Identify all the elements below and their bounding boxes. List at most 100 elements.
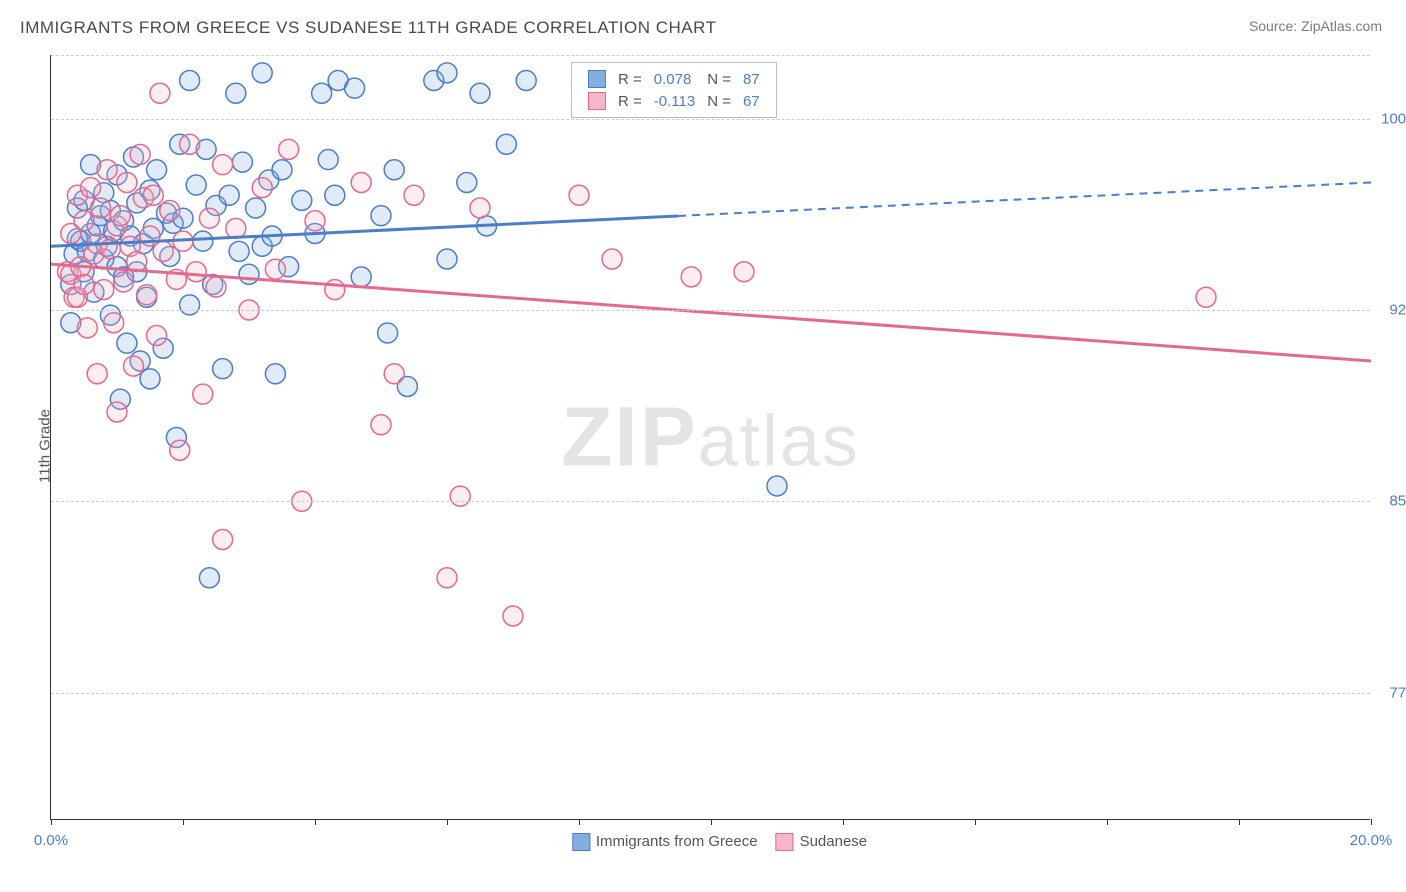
series-swatch-sudanese <box>776 833 794 851</box>
data-point-sudanese <box>107 402 127 422</box>
data-point-sudanese <box>94 280 114 300</box>
legend-n-prefix: N = <box>701 68 737 90</box>
data-point-sudanese <box>305 211 325 231</box>
legend-row-greece: R =0.078N =87 <box>582 68 766 90</box>
legend-n-value-sudanese: 67 <box>737 90 766 112</box>
data-point-greece <box>767 476 787 496</box>
legend-r-prefix: R = <box>612 90 648 112</box>
data-point-greece <box>213 359 233 379</box>
data-point-greece <box>351 267 371 287</box>
data-point-sudanese <box>213 155 233 175</box>
legend-r-value-sudanese: -0.113 <box>648 90 701 112</box>
data-point-greece <box>147 160 167 180</box>
data-point-sudanese <box>143 185 163 205</box>
data-point-greece <box>199 568 219 588</box>
data-point-sudanese <box>150 83 170 103</box>
data-point-greece <box>232 152 252 172</box>
data-point-greece <box>470 83 490 103</box>
series-label-sudanese: Sudanese <box>800 833 868 850</box>
y-tick-label: 100.0% <box>1381 110 1406 127</box>
x-tick-label: 0.0% <box>34 832 68 849</box>
data-point-sudanese <box>170 440 190 460</box>
source-attribution: Source: ZipAtlas.com <box>1249 18 1382 34</box>
data-point-greece <box>496 134 516 154</box>
data-point-greece <box>252 63 272 83</box>
data-point-greece <box>239 264 259 284</box>
legend-row-sudanese: R =-0.113N =67 <box>582 90 766 112</box>
data-point-sudanese <box>384 364 404 384</box>
data-point-sudanese <box>117 173 137 193</box>
data-point-sudanese <box>199 208 219 228</box>
data-point-greece <box>265 364 285 384</box>
data-point-sudanese <box>279 139 299 159</box>
trendline-greece-dashed <box>678 183 1371 216</box>
data-point-sudanese <box>371 415 391 435</box>
data-point-sudanese <box>160 201 180 221</box>
data-point-sudanese <box>87 364 107 384</box>
data-point-sudanese <box>470 198 490 218</box>
data-point-sudanese <box>81 178 101 198</box>
data-point-sudanese <box>77 318 97 338</box>
data-point-greece <box>180 71 200 91</box>
y-tick-label: 85.0% <box>1389 493 1406 510</box>
data-point-sudanese <box>74 211 94 231</box>
data-point-sudanese <box>226 218 246 238</box>
data-point-greece <box>292 190 312 210</box>
series-label-greece: Immigrants from Greece <box>596 833 758 850</box>
legend-swatch-greece <box>588 70 606 88</box>
x-tick <box>1239 819 1240 825</box>
data-point-sudanese <box>503 606 523 626</box>
data-point-sudanese <box>186 262 206 282</box>
data-point-sudanese <box>325 280 345 300</box>
x-tick <box>711 819 712 825</box>
gridline-h <box>51 310 1370 311</box>
gridline-h <box>51 55 1370 56</box>
data-point-sudanese <box>124 356 144 376</box>
data-point-sudanese <box>351 173 371 193</box>
data-point-sudanese <box>130 144 150 164</box>
data-point-greece <box>371 206 391 226</box>
data-point-sudanese <box>206 277 226 297</box>
x-tick <box>315 819 316 825</box>
data-point-greece <box>117 333 137 353</box>
data-point-sudanese <box>602 249 622 269</box>
chart-title: IMMIGRANTS FROM GREECE VS SUDANESE 11TH … <box>20 18 716 38</box>
gridline-h <box>51 119 1370 120</box>
data-point-greece <box>345 78 365 98</box>
x-tick <box>843 819 844 825</box>
data-point-sudanese <box>1196 287 1216 307</box>
x-tick <box>51 819 52 825</box>
data-point-sudanese <box>97 160 117 180</box>
y-tick-label: 92.5% <box>1389 302 1406 319</box>
data-point-greece <box>457 173 477 193</box>
x-tick <box>1371 819 1372 825</box>
data-point-sudanese <box>193 384 213 404</box>
data-point-greece <box>180 295 200 315</box>
series-swatch-greece <box>572 833 590 851</box>
data-point-sudanese <box>450 486 470 506</box>
data-point-greece <box>516 71 536 91</box>
x-tick-label: 20.0% <box>1350 832 1393 849</box>
data-point-sudanese <box>569 185 589 205</box>
x-tick <box>975 819 976 825</box>
data-point-greece <box>318 150 338 170</box>
data-point-greece <box>312 83 332 103</box>
data-point-greece <box>193 231 213 251</box>
data-point-greece <box>272 160 292 180</box>
y-tick-label: 77.5% <box>1389 684 1406 701</box>
x-tick <box>447 819 448 825</box>
series-legend: Immigrants from Greece Sudanese <box>554 833 867 851</box>
x-tick <box>579 819 580 825</box>
data-point-sudanese <box>404 185 424 205</box>
x-tick <box>183 819 184 825</box>
x-tick <box>1107 819 1108 825</box>
data-point-sudanese <box>153 241 173 261</box>
gridline-h <box>51 501 1370 502</box>
data-point-greece <box>437 63 457 83</box>
data-point-greece <box>246 198 266 218</box>
data-point-sudanese <box>213 530 233 550</box>
data-point-sudanese <box>681 267 701 287</box>
data-point-greece <box>140 369 160 389</box>
data-point-sudanese <box>110 206 130 226</box>
legend-n-prefix: N = <box>701 90 737 112</box>
